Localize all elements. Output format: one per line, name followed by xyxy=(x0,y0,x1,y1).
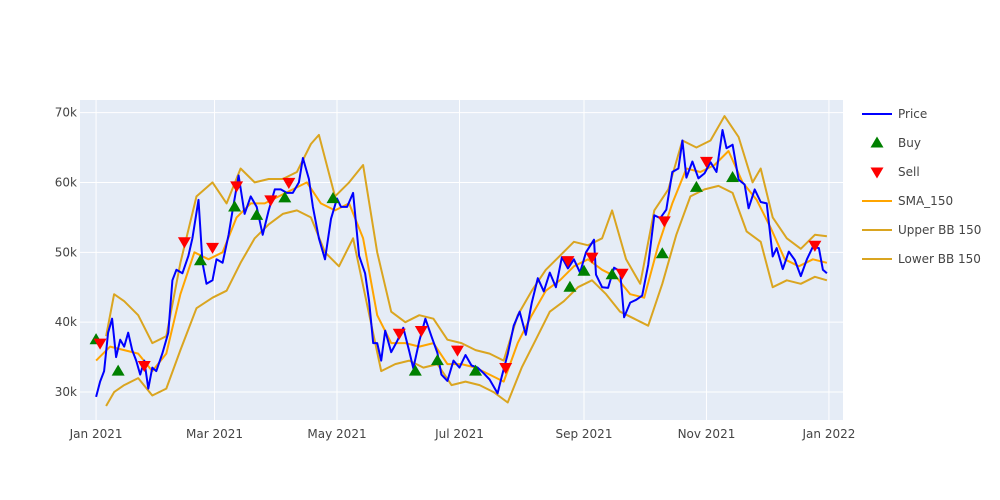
sell-marker xyxy=(93,338,107,350)
x-tick-label: Sep 2021 xyxy=(555,427,612,441)
buy-marker xyxy=(111,364,125,376)
legend-lower-bb-150-label: Lower BB 150 xyxy=(898,252,981,266)
marker-layer xyxy=(89,156,822,376)
sell-marker xyxy=(657,216,671,228)
sell-marker xyxy=(615,268,629,280)
legend-sma-150-label: SMA_150 xyxy=(898,194,953,208)
sell-marker xyxy=(450,345,464,357)
sell-marker xyxy=(499,363,513,375)
x-tick-label: Nov 2021 xyxy=(678,427,736,441)
buy-marker xyxy=(430,354,444,366)
buy-marker xyxy=(250,208,264,220)
buy-marker xyxy=(689,180,703,192)
legend-buy-label: Buy xyxy=(898,136,921,150)
sell-marker xyxy=(282,177,296,189)
buy-marker xyxy=(726,171,740,183)
y-tick-label: 40k xyxy=(55,315,77,329)
legend-buy[interactable]: Buy xyxy=(870,136,921,150)
sell-marker xyxy=(137,360,151,373)
plot-background xyxy=(80,100,843,420)
sell-marker xyxy=(392,328,406,340)
y-tick-label: 70k xyxy=(55,106,77,120)
legend: Price Buy Sell SMA_150 Upper BB 150 Lower BB … xyxy=(862,107,981,266)
y-tick-label: 60k xyxy=(55,175,77,189)
buy-marker xyxy=(278,191,292,203)
axes: Jan 2021 Mar 2021 May 2021 Jul 2021 Sep 2021… xyxy=(55,106,856,441)
series-layer xyxy=(95,115,828,407)
series-line-lower-bb-150 xyxy=(105,184,828,407)
buy-marker xyxy=(228,200,242,212)
buy-marker xyxy=(605,268,619,280)
buy-marker xyxy=(469,364,483,376)
sell-marker xyxy=(808,240,822,252)
sell-marker xyxy=(414,326,428,338)
buy-marker xyxy=(655,247,669,259)
sell-marker xyxy=(585,252,599,264)
y-tick-label: 30k xyxy=(55,385,77,399)
x-tick-label: Mar 2021 xyxy=(186,427,243,441)
sell-marker xyxy=(264,195,278,207)
legend-lower-bb-150[interactable]: Lower BB 150 xyxy=(862,252,981,266)
buy-marker xyxy=(408,364,422,376)
grid xyxy=(80,100,843,420)
legend-sell-swatch xyxy=(870,167,884,179)
buy-marker xyxy=(577,264,591,276)
sell-marker xyxy=(177,237,191,249)
buy-marker xyxy=(326,192,340,204)
buy-marker xyxy=(193,254,207,266)
sell-marker xyxy=(561,256,575,268)
sell-marker xyxy=(699,156,713,168)
legend-sell[interactable]: Sell xyxy=(870,165,920,179)
series-line-upper-bb-150 xyxy=(105,115,828,362)
y-tick-label: 50k xyxy=(55,245,77,259)
legend-upper-bb-150-label: Upper BB 150 xyxy=(898,223,981,237)
sell-marker xyxy=(230,181,244,193)
legend-sma-150[interactable]: SMA_150 xyxy=(862,194,953,208)
x-tick-label: May 2021 xyxy=(307,427,366,441)
legend-upper-bb-150[interactable]: Upper BB 150 xyxy=(862,223,981,237)
x-tick-label: Jan 2022 xyxy=(802,427,856,441)
legend-buy-swatch xyxy=(870,136,884,148)
legend-price-label: Price xyxy=(898,107,927,121)
legend-price[interactable]: Price xyxy=(862,107,927,121)
legend-sell-label: Sell xyxy=(898,165,920,179)
buy-marker xyxy=(563,280,577,292)
x-tick-label: Jul 2021 xyxy=(434,427,484,441)
sell-marker xyxy=(206,242,220,254)
x-tick-label: Jan 2021 xyxy=(69,427,123,441)
